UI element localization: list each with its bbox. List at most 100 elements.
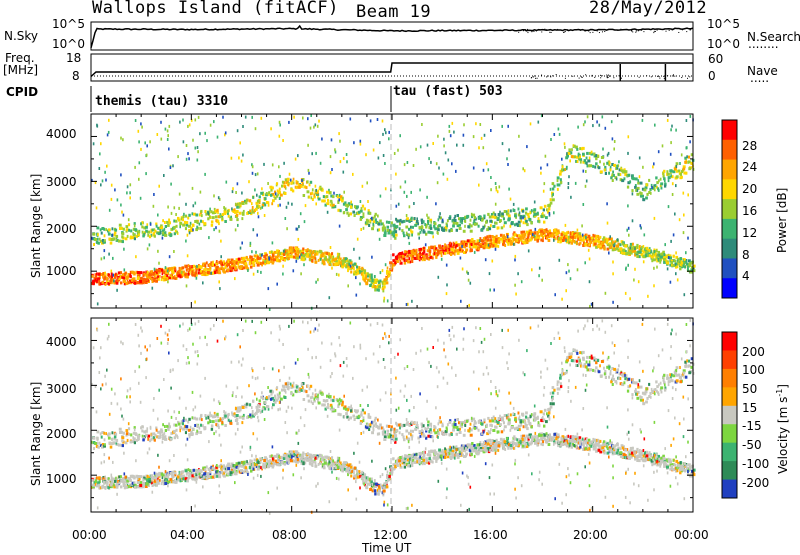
velocity-cell [420,460,422,463]
power-cell [614,243,616,246]
power-cell [409,205,411,208]
power-cell [209,215,211,218]
power-cell [169,255,171,258]
power-cell [573,240,575,243]
velocity-cell [262,463,264,466]
power-cell [422,258,424,261]
power-cell [326,252,328,255]
power-cell [161,269,163,272]
power-cell [647,295,649,298]
power-cell [279,204,281,207]
power-cell [381,223,383,226]
power-cell [601,156,604,159]
power-cell [525,207,528,210]
power-cell [203,268,206,271]
power-cell [164,228,166,231]
nave-point [672,75,673,76]
power-cell [539,267,541,270]
power-cell [315,152,317,155]
power-cell [347,284,349,287]
power-cell [588,249,590,252]
nave-point [651,76,652,77]
power-cell [178,207,180,210]
power-cell [222,116,224,119]
power-cell [532,233,534,236]
power-cell [688,259,691,262]
power-cell [122,138,124,141]
power-cell [267,182,269,185]
velocity-cell [414,456,417,459]
velocity-cell [133,477,136,480]
power-cell [192,139,194,142]
velocity-cell [216,470,218,473]
nsearch-point [664,29,665,30]
power-cell [594,166,596,169]
power-cell [268,261,270,264]
velocity-cell [203,472,206,475]
power-cell [463,134,465,137]
nsearch-point [546,29,547,30]
nsearch-point [690,29,691,30]
velocity-cell [404,466,406,469]
power-cell [667,119,669,122]
power-cell [273,258,275,261]
power-cell [257,200,260,203]
power-cell [259,195,261,198]
power-cell [115,229,118,232]
power-cell [113,279,115,282]
power-cell [164,234,167,237]
velocity-cell [487,443,490,446]
power-cell [676,265,678,268]
power-cell [373,149,375,152]
power-cell [218,268,221,271]
power-cell [134,237,136,240]
power-cell [490,224,492,227]
power-cell [315,189,317,192]
nsearch-point [605,29,606,30]
power-cell [302,258,304,261]
nave-point [572,76,573,77]
power-cell [678,260,680,263]
power-cell [670,281,672,284]
power-cell [407,260,410,263]
power-cell [258,215,260,218]
power-cell [245,201,248,204]
colorbar-swatch [722,199,737,219]
power-cell [402,251,404,254]
power-cell [459,224,461,227]
power-cell [689,140,691,143]
power-cell [261,117,263,120]
power-cell [116,235,119,238]
power-cell [363,215,365,218]
power-cell [355,276,357,279]
power-cell [589,164,592,167]
power-cell [192,274,195,277]
power-cell [327,211,329,214]
power-cell [279,175,281,178]
velocity-cell [158,482,160,485]
power-cell [142,234,145,237]
power-cell [287,253,289,256]
power-cell [571,236,574,239]
power-cell [149,243,151,246]
nave-point [621,78,622,79]
power-cell [361,207,363,210]
power-cell [302,117,304,120]
power-cell [314,261,317,264]
power-cell [189,231,191,234]
power-cell [167,138,169,141]
power-cell [406,232,408,235]
power-cell [224,211,227,214]
power-cell [660,256,663,259]
velocity-cell [332,463,335,466]
velocity-cell [496,439,498,442]
power-cell [642,119,644,122]
power-cell [629,297,631,300]
velocity-cell [384,482,387,485]
power-cell [404,250,407,253]
power-cell [506,157,508,160]
power-cell [597,155,599,158]
power-cell [272,241,274,244]
power-cell [315,257,317,260]
power-cell [544,182,546,185]
